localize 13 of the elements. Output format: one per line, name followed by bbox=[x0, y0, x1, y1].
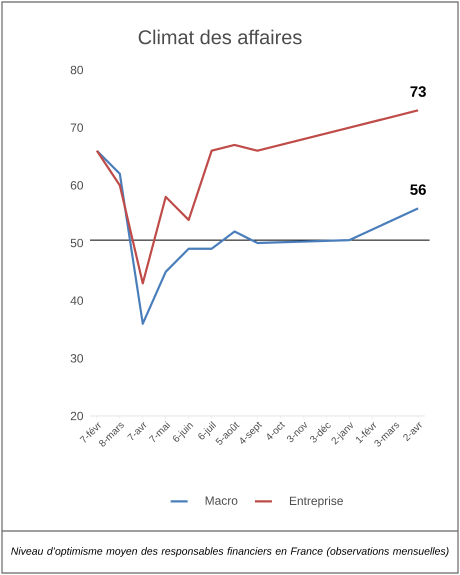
data-label: 56 bbox=[410, 184, 426, 195]
y-tick-label: 20 bbox=[70, 412, 84, 420]
text: Niveau d’optimisme moyen des responsables financiers en France (observations mensuelles) bbox=[11, 547, 448, 557]
y-tick-label: 70 bbox=[70, 123, 84, 132]
data-label: 73 bbox=[410, 86, 426, 97]
chart-title: Climat des affaires bbox=[138, 30, 302, 44]
legend-label: Macro bbox=[206, 496, 238, 505]
y-tick-label: 50 bbox=[70, 238, 84, 248]
y-tick-label: 80 bbox=[70, 66, 84, 74]
y-tick-label: 40 bbox=[70, 296, 84, 305]
y-tick-label: 60 bbox=[70, 181, 84, 190]
y-tick-label: 30 bbox=[70, 354, 84, 363]
legend-label: Entreprise bbox=[290, 496, 343, 508]
